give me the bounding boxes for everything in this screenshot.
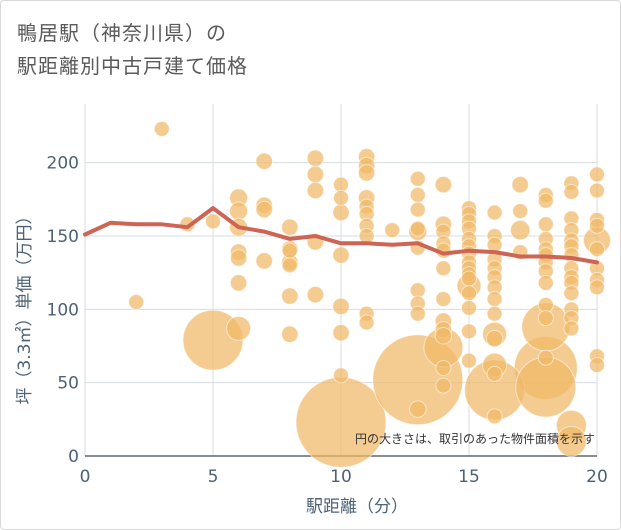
scatter-point <box>333 367 349 384</box>
scatter-point <box>409 201 426 218</box>
scatter-point <box>537 349 554 366</box>
bubble-size-note: 円の大きさは、取引のあった物件面積を示す <box>355 431 595 446</box>
scatter-point <box>332 246 350 264</box>
scatter-point <box>306 285 325 304</box>
scatter-point <box>461 323 477 340</box>
scatter-point <box>434 326 453 345</box>
scatter-point <box>332 324 350 342</box>
scatter-point <box>229 249 248 267</box>
scatter-point <box>589 357 605 374</box>
scatter-point <box>409 400 427 418</box>
scatter-point <box>485 329 504 348</box>
scatter-point <box>358 228 375 244</box>
x-tick-label: 5 <box>208 467 219 487</box>
scatter-point <box>461 270 477 287</box>
scatter-point <box>255 252 273 270</box>
scatter-point <box>537 216 554 233</box>
trend-line-layer <box>83 206 599 265</box>
scatter-point <box>435 291 452 308</box>
trend-line <box>83 206 599 265</box>
y-tick-label: 0 <box>68 447 79 467</box>
scatter-point <box>435 377 452 394</box>
scatter-point <box>589 217 605 234</box>
scatter-point <box>589 279 605 296</box>
scatter-point <box>461 299 477 316</box>
scatter-point <box>409 170 426 187</box>
scatter-point <box>486 365 503 382</box>
scatter-point <box>409 220 426 237</box>
scatter-point <box>409 186 426 203</box>
scatter-point <box>255 200 273 219</box>
scatter-point <box>461 352 477 369</box>
scatter-point <box>153 120 170 137</box>
scatter-point <box>589 182 605 199</box>
x-tick-label: 20 <box>586 467 608 487</box>
scatter-point <box>537 310 554 327</box>
scatter-point <box>511 175 529 194</box>
scatter-point <box>306 149 325 168</box>
scatter-point <box>434 175 453 194</box>
x-axis-title: 駅距離（分） <box>306 497 408 517</box>
scatter-point <box>332 203 350 222</box>
scatter-point <box>515 356 577 418</box>
scatter-point <box>384 222 401 239</box>
scatter-point <box>281 287 299 305</box>
scatter-point <box>435 260 452 277</box>
scatter-point <box>205 213 221 230</box>
scatter-point <box>537 274 554 291</box>
scatter-point <box>563 184 580 200</box>
scatter-point <box>255 152 273 170</box>
scatter-point <box>295 376 387 468</box>
scatter-point <box>281 218 299 236</box>
scatter-point <box>461 285 477 302</box>
scatter-point <box>589 241 605 258</box>
scatter-point <box>306 165 325 184</box>
y-tick-label: 50 <box>57 374 79 394</box>
scatter-point <box>486 305 503 322</box>
scatter-point <box>486 408 503 425</box>
scatter-point <box>281 242 298 259</box>
scatter-point <box>333 189 349 206</box>
scatter-point <box>128 294 145 310</box>
scatter-point <box>563 285 580 302</box>
chart-title-line-2: 駅距離別中古戸建て価格 <box>17 54 248 78</box>
scatter-point <box>537 192 554 209</box>
scatter-point <box>435 360 452 376</box>
y-axis-title: 坪（3.3㎡）単価（万円） <box>15 207 35 404</box>
scatter-bubbles <box>128 120 611 468</box>
x-tick-label: 10 <box>330 467 352 487</box>
scatter-point <box>486 291 503 308</box>
scatter-point <box>555 425 587 457</box>
x-tick-label: 0 <box>80 467 91 487</box>
scatter-point <box>229 201 249 221</box>
scatter-point <box>409 305 426 322</box>
scatter-point <box>357 164 376 182</box>
scatter-point <box>281 325 299 344</box>
scatter-point <box>589 166 605 183</box>
y-tick-label: 200 <box>47 154 79 174</box>
scatter-point <box>563 320 580 337</box>
scatter-point <box>509 219 531 241</box>
x-tick-label: 15 <box>458 467 480 487</box>
y-tick-label: 100 <box>47 300 79 320</box>
scatter-point <box>512 203 529 220</box>
scatter-point <box>281 257 298 274</box>
y-tick-label: 150 <box>47 227 79 247</box>
scatter-point <box>229 274 248 292</box>
scatter-point <box>332 297 350 316</box>
scatter-point <box>358 314 375 331</box>
scatter-point <box>226 315 252 341</box>
scatter-point <box>486 204 503 221</box>
chart-title-line-1: 鴨居駅（神奈川県）の <box>17 21 227 45</box>
scatter-point <box>306 181 325 200</box>
